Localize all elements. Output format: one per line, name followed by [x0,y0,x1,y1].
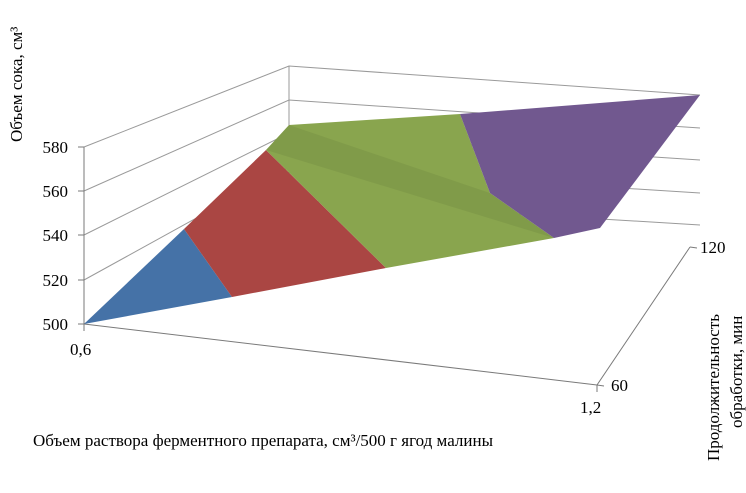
y-axis-title-line1: Продолжительность [704,314,723,461]
band-500-520 [84,229,232,324]
surface-bands [84,95,700,324]
surface-shading [266,125,554,238]
z-tick-label: 520 [43,271,69,290]
y-tick-labels: 60 120 [611,238,726,395]
y-axis-line [596,246,691,386]
z-axis-title: Объем сока, см³ [7,27,26,142]
band-520-540 [184,150,386,297]
x-axis-line [83,323,598,386]
y-tick-label: 60 [611,376,628,395]
z-tick-labels: 500 520 540 560 580 [43,138,69,334]
z-tick-label: 500 [43,315,69,334]
z-tick-label: 540 [43,226,69,245]
band-540-560 [266,114,554,268]
z-tick-label: 560 [43,182,69,201]
z-tick-label: 580 [43,138,69,157]
x-tick-labels: 0,6 1,2 [70,340,601,417]
tick-marks [78,146,698,392]
band-560-580 [460,95,700,238]
x-tick-label: 1,2 [580,398,601,417]
x-axis-title: Объем раствора ферментного препарата, см… [33,431,494,450]
y-axis-title-line2: обработки, мин [727,316,746,428]
y-tick-label: 120 [700,238,726,257]
x-tick-label: 0,6 [70,340,91,359]
